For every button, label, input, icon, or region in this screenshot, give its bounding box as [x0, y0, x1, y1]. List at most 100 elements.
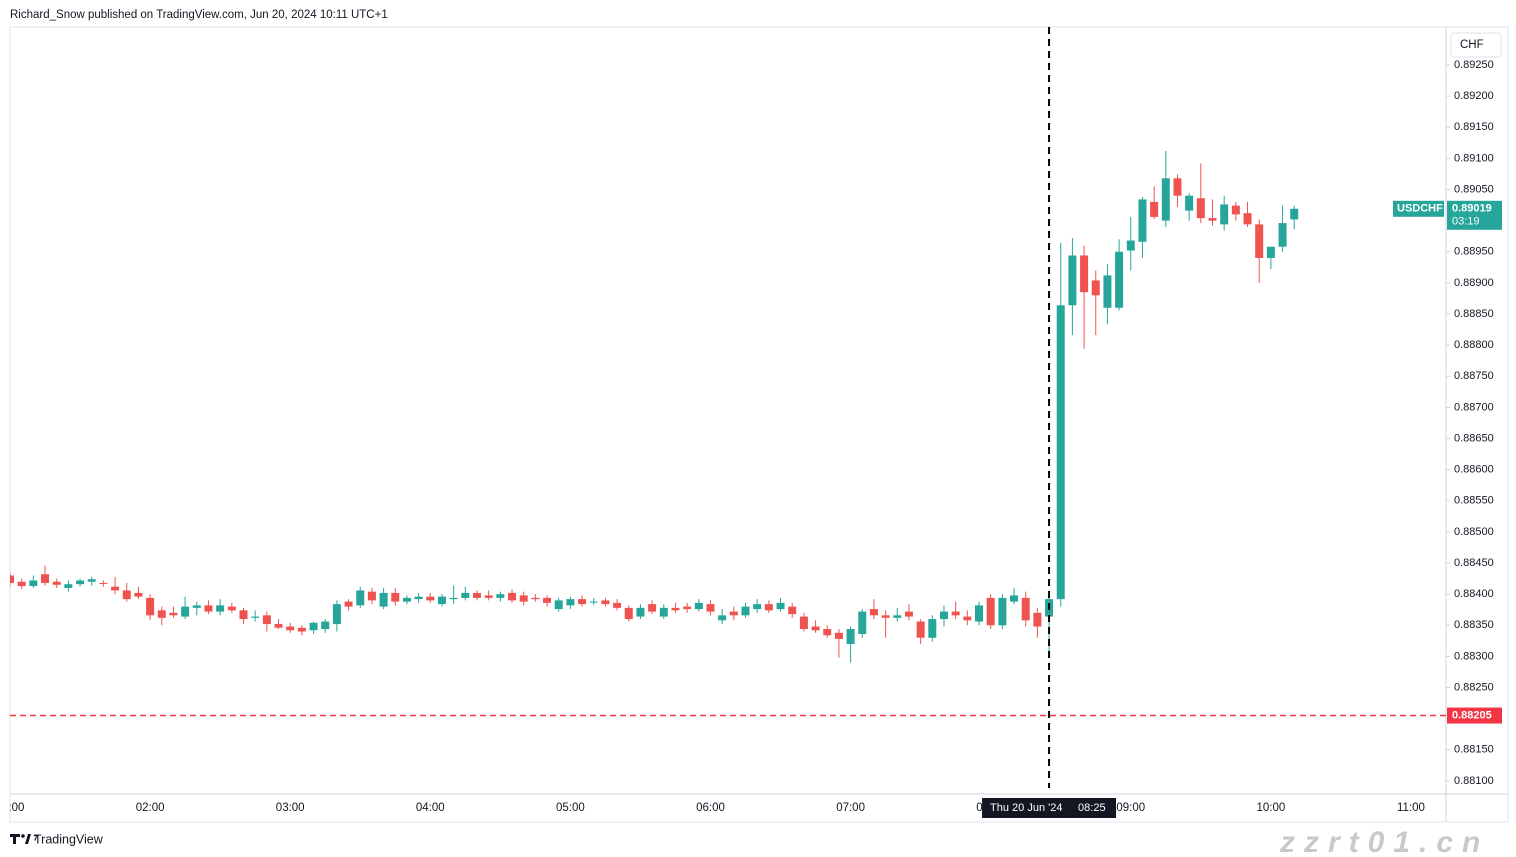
candle-body: [1173, 178, 1182, 196]
candle-body: [1243, 213, 1252, 225]
candle-body: [274, 624, 283, 628]
candle-body: [239, 610, 248, 620]
candle-body: [776, 602, 785, 610]
candle-body: [729, 611, 738, 616]
candle-body: [951, 611, 960, 616]
y-tick-label: 0.88700: [1454, 401, 1494, 413]
candle-body: [484, 595, 493, 598]
candle-body: [227, 606, 236, 611]
candle-body: [1068, 255, 1077, 306]
y-tick-label: 0.89050: [1454, 183, 1494, 195]
candle-body: [344, 601, 353, 607]
reference-price-box: [1447, 707, 1502, 724]
y-tick-label: 0.88600: [1454, 464, 1494, 476]
candle-body: [1021, 597, 1030, 621]
candle-body: [1033, 612, 1042, 627]
y-tick-label: 0.88750: [1454, 370, 1494, 382]
candle-body: [449, 597, 458, 600]
y-tick-label: 0.88800: [1454, 339, 1494, 351]
y-tick-label: 0.88850: [1454, 308, 1494, 320]
candle-body: [76, 580, 85, 585]
candle-body: [169, 612, 178, 616]
candle-body: [1138, 199, 1147, 242]
x-tick-label: 11:00: [1397, 802, 1425, 814]
candle-body: [963, 616, 972, 621]
candle-body: [531, 597, 540, 600]
candle-body: [402, 597, 411, 602]
candle-body: [111, 586, 120, 591]
candle-body: [846, 629, 855, 644]
y-tick-label: 0.89250: [1454, 59, 1494, 71]
candle-body: [1231, 205, 1240, 215]
symbol-box: [1393, 200, 1444, 217]
last-price-box: [1447, 200, 1502, 230]
candle-body: [998, 597, 1007, 626]
watermark: zzrt01.cn: [1279, 826, 1489, 857]
candle-body: [1185, 195, 1194, 211]
candle-body: [508, 592, 517, 601]
countdown-label: 03:19: [1452, 216, 1480, 228]
x-tick-label: 09:00: [1116, 802, 1145, 814]
candle-body: [379, 592, 388, 607]
candle-body: [578, 599, 587, 605]
symbol-label: USDCHF: [1397, 203, 1443, 215]
crosshair-date: Thu 20 Jun '24: [990, 802, 1062, 814]
logo-mark: [13, 834, 16, 844]
candle-body: [122, 590, 131, 600]
footer-logo: TradingView: [34, 832, 104, 846]
candle-body: [566, 599, 575, 606]
candle-body: [881, 615, 890, 618]
candle-body: [461, 592, 470, 598]
chart-frame: [9, 26, 1509, 823]
x-tick-label: 04:00: [416, 802, 445, 814]
currency-box[interactable]: [1450, 32, 1502, 58]
candle-body: [683, 606, 692, 610]
candle-body: [694, 602, 703, 610]
candle-body: [706, 604, 715, 612]
logo-icon: ⁷: [33, 832, 38, 846]
y-tick-label: 0.89200: [1454, 90, 1494, 102]
candle-body: [823, 629, 832, 636]
x-tick-label: 01:00: [0, 802, 24, 814]
candle-body: [1255, 224, 1264, 258]
x-tick-label: 03:00: [276, 802, 305, 814]
candle-body: [297, 627, 306, 632]
candle-body: [1091, 280, 1100, 296]
candle-body: [788, 606, 797, 615]
candle-body: [1126, 240, 1135, 251]
candle-body: [893, 615, 902, 618]
y-tick-label: 0.88900: [1454, 277, 1494, 289]
y-tick-label: 0.88150: [1454, 744, 1494, 756]
candle-body: [519, 595, 528, 602]
candle-body: [718, 615, 727, 621]
candle-body: [157, 610, 166, 618]
candle-body: [741, 606, 750, 616]
candle-body: [554, 600, 563, 610]
x-tick-label: 02:00: [136, 802, 165, 814]
candle-body: [764, 604, 773, 611]
candle-body: [192, 605, 201, 608]
candle-body: [1161, 178, 1170, 221]
candle-body: [204, 605, 213, 612]
candle-body: [939, 611, 948, 620]
candle-body: [916, 621, 925, 638]
candle-body: [1278, 223, 1287, 247]
candle-body: [99, 582, 108, 584]
candle-body: [1150, 201, 1159, 217]
candle-body: [181, 606, 190, 617]
reference-price-label: 0.88205: [1452, 709, 1492, 721]
y-tick-label: 0.88550: [1454, 495, 1494, 507]
x-tick-label: 05:00: [556, 802, 585, 814]
candle-body: [589, 601, 598, 603]
plot-area: [10, 150, 1446, 717]
candle-body: [624, 607, 633, 620]
candle-body: [613, 602, 622, 608]
candle-body: [1080, 255, 1089, 293]
candle-body: [17, 581, 26, 587]
candle-body: [52, 581, 61, 585]
candle-body: [367, 591, 376, 601]
candle-body: [1010, 595, 1019, 602]
candle-body: [986, 597, 995, 626]
candle-body: [414, 596, 423, 600]
